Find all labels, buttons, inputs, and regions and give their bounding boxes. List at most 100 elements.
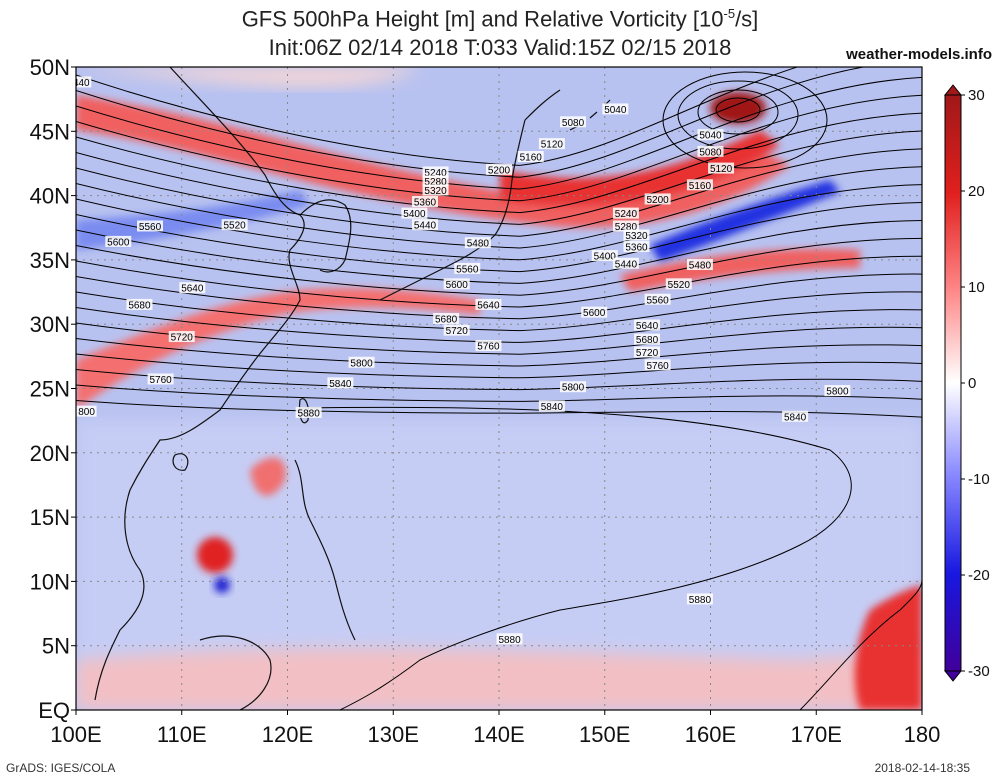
contour-labels: 5040 5080 5120 5160 5200 5040 5080 5120 5160 5200… (76, 76, 851, 646)
contour-label: 5600 (581, 306, 608, 319)
contour-label: 5880 (295, 406, 322, 419)
svg-text:5880: 5880 (689, 595, 712, 606)
contour-label: 5520 (665, 278, 692, 291)
height-contour-5880-east (799, 579, 922, 710)
contour-label: 5760 (644, 359, 671, 372)
height-contour-line (76, 291, 922, 332)
lon-label: 170E (791, 722, 842, 747)
svg-text:5640: 5640 (477, 300, 500, 311)
contour-label: 5360 (411, 196, 438, 209)
lat-label: 10N (30, 569, 70, 594)
svg-text:5320: 5320 (625, 231, 648, 242)
contour-label: 5120 (538, 138, 565, 151)
svg-text:5120: 5120 (710, 164, 733, 175)
svg-text:5160: 5160 (689, 181, 712, 192)
colorbar: 30 20 10 0 -10 -20 -30 (943, 84, 990, 682)
svg-text:5720: 5720 (446, 326, 469, 337)
svg-text:5480: 5480 (689, 261, 712, 272)
svg-text:5160: 5160 (520, 153, 543, 164)
latitude-labels: 50N 45N 40N 35N 30N 25N 20N 15N 10N 5N EQ (30, 55, 76, 723)
contour-label: 5880 (496, 633, 523, 646)
contour-label: 5560 (137, 220, 164, 233)
height-contour-line (76, 76, 922, 190)
contour-label: 5560 (644, 293, 671, 306)
lat-lon-grid (76, 67, 922, 710)
contour-label: 5240 (422, 166, 449, 179)
svg-text:5680: 5680 (435, 315, 458, 326)
contour-label: 5600 (443, 278, 470, 291)
contour-label: 5640 (634, 319, 661, 332)
svg-text:5440: 5440 (615, 259, 638, 270)
low-contour (715, 97, 761, 123)
svg-text:5360: 5360 (414, 198, 437, 209)
svg-text:5480: 5480 (467, 239, 490, 250)
height-contour-line (76, 353, 922, 379)
lon-label: 150E (579, 722, 630, 747)
svg-text:5200: 5200 (647, 195, 670, 206)
contour-label: 5320 (623, 229, 650, 242)
contour-label: 5120 (708, 162, 735, 175)
colorbar-label: 20 (968, 183, 985, 200)
contour-label: 5560 (454, 262, 481, 275)
svg-text:5560: 5560 (647, 295, 670, 306)
lon-label: 120E (262, 722, 313, 747)
contour-label: 440 (76, 76, 92, 89)
contour-label: 5760 (475, 340, 502, 353)
contour-label: 5360 (623, 241, 650, 254)
contour-label: 5800 (560, 381, 587, 394)
svg-text:5520: 5520 (668, 280, 691, 291)
svg-text:5720: 5720 (636, 348, 659, 359)
colorbar-label: -30 (968, 663, 990, 680)
contour-label: 5480 (464, 237, 491, 250)
svg-text:800: 800 (78, 407, 95, 418)
contour-label: 5080 (560, 116, 587, 129)
svg-text:5280: 5280 (424, 177, 447, 188)
lat-label: 35N (30, 248, 70, 273)
svg-text:5280: 5280 (615, 222, 638, 233)
lat-label: 30N (30, 312, 70, 337)
contour-label: 5520 (221, 219, 248, 232)
lon-label: 100E (50, 722, 101, 747)
height-contour-line (76, 94, 922, 202)
contour-label: 5760 (147, 373, 174, 386)
svg-text:5840: 5840 (784, 412, 807, 423)
svg-text:5720: 5720 (171, 333, 194, 344)
svg-text:5840: 5840 (329, 379, 352, 390)
colorbar-bottom-arrow (943, 670, 963, 682)
contour-label: 5600 (105, 235, 132, 248)
low-contour (697, 89, 779, 135)
height-contour-line (76, 237, 922, 296)
contour-label: 5400 (591, 250, 618, 263)
svg-text:5400: 5400 (594, 252, 617, 263)
contour-label: 5840 (782, 410, 809, 423)
contour-label: 5440 (612, 257, 639, 270)
svg-text:5880: 5880 (498, 635, 521, 646)
height-contour-line (76, 307, 922, 343)
contour-label: 5080 (697, 145, 724, 158)
colorbar-scale (944, 94, 962, 672)
colorbar-label: 0 (968, 375, 976, 392)
svg-text:5360: 5360 (625, 243, 648, 254)
contour-label: 5640 (475, 298, 502, 311)
contour-label: 5200 (644, 193, 671, 206)
height-contour-line (76, 255, 922, 308)
lon-label: 140E (473, 722, 524, 747)
contour-label: 5720 (168, 331, 195, 344)
colorbar-top-arrow (943, 84, 963, 96)
height-contours (76, 67, 922, 710)
svg-text:5040: 5040 (604, 105, 627, 116)
svg-text:5600: 5600 (446, 280, 469, 291)
svg-text:5760: 5760 (647, 361, 670, 372)
svg-text:5240: 5240 (615, 209, 638, 220)
svg-text:5080: 5080 (562, 118, 585, 129)
svg-text:5240: 5240 (424, 168, 447, 179)
svg-text:5520: 5520 (224, 221, 247, 232)
map-subtitle: Init:06Z 02/14 2018 T:033 Valid:15Z 02/1… (268, 35, 732, 60)
contour-label: 5640 (179, 282, 206, 295)
lat-label: 5N (42, 634, 70, 659)
colorbar-label: 30 (968, 87, 985, 104)
svg-text:5320: 5320 (424, 186, 447, 197)
height-contour-line (76, 338, 922, 367)
lon-label: 180 (904, 722, 941, 747)
